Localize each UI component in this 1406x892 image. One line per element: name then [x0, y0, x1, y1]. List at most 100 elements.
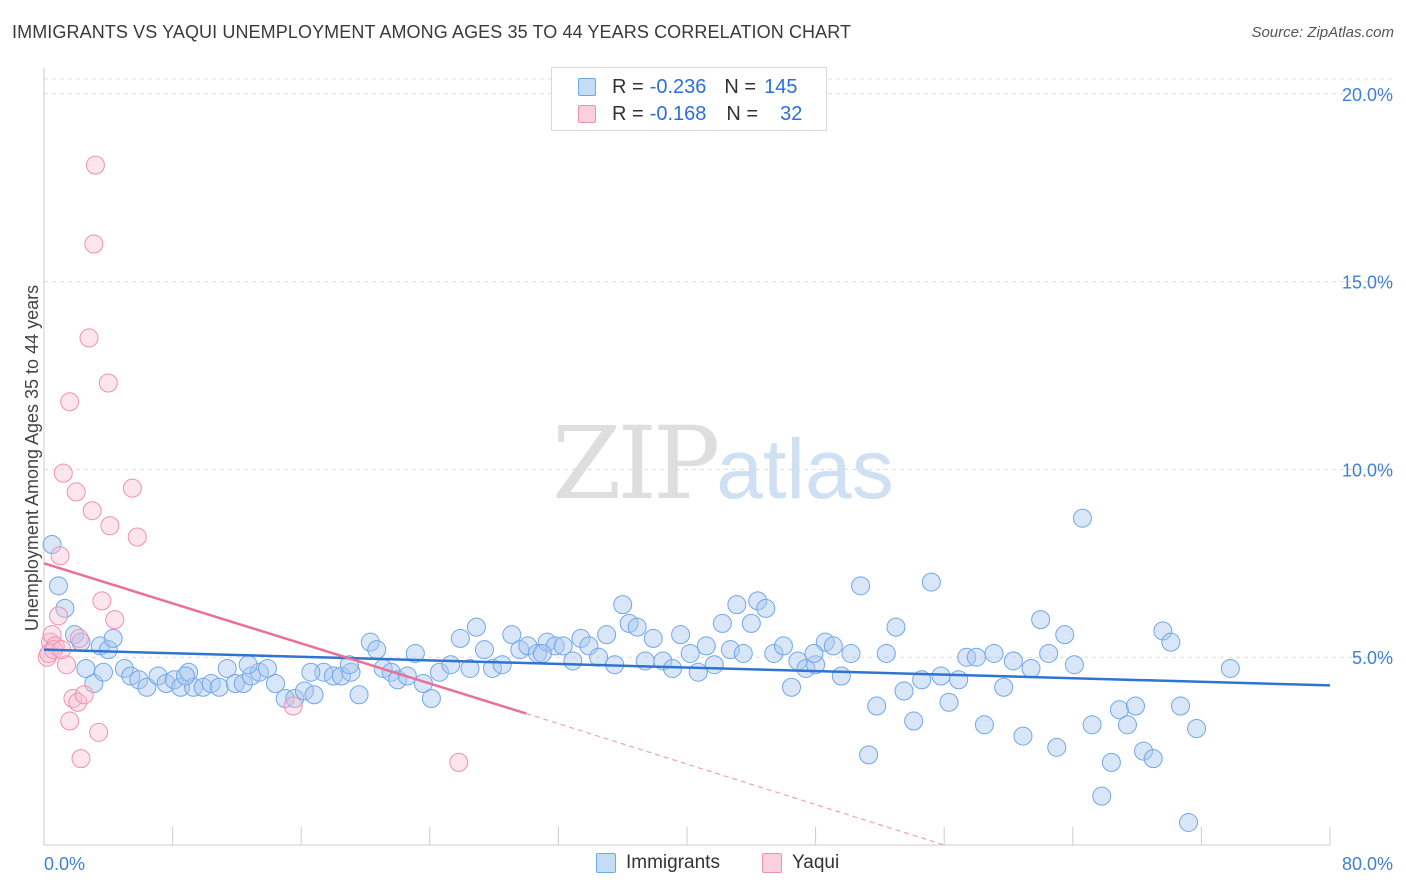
immigrants-point — [450, 628, 470, 648]
chart-title: IMMIGRANTS VS YAQUI UNEMPLOYMENT AMONG A… — [12, 22, 852, 42]
immigrants-point — [571, 628, 591, 648]
immigrants-point — [137, 677, 157, 697]
source-label: Source: ZipAtlas.com — [1251, 24, 1394, 41]
yaqui-point — [74, 685, 94, 705]
immigrants-point — [301, 662, 321, 682]
series-legend: Immigrants Yaqui — [0, 852, 1406, 876]
immigrants-point — [688, 662, 708, 682]
r-value: -0.236 — [649, 75, 707, 98]
immigrants-point — [653, 651, 673, 671]
immigrants-point — [466, 617, 486, 637]
immigrants-point — [727, 595, 747, 615]
immigrants-point — [217, 658, 237, 678]
immigrants-point — [921, 572, 941, 592]
yaqui-swatch — [578, 105, 596, 123]
immigrants-point — [114, 658, 134, 678]
immigrants-point — [1109, 700, 1129, 720]
immigrants-point — [175, 666, 195, 686]
immigrants-point — [405, 643, 425, 663]
immigrants-point — [492, 655, 512, 675]
watermark-zip: ZIP — [552, 405, 720, 522]
yaqui-point — [68, 692, 88, 712]
immigrants-point — [957, 647, 977, 667]
immigrants-point — [613, 595, 633, 615]
x-tick-label: 80.0% — [1342, 854, 1393, 874]
yaqui-point — [57, 655, 77, 675]
yaqui-point — [53, 463, 73, 483]
legend-item-immigrants: Immigrants — [596, 852, 720, 874]
immigrants-point — [441, 655, 461, 675]
immigrants-point — [704, 655, 724, 675]
yaqui-trendline-extension — [526, 712, 945, 846]
immigrants-point — [1220, 658, 1240, 678]
immigrants-point — [597, 625, 617, 645]
immigrants-point — [627, 617, 647, 637]
yaqui-point — [48, 606, 68, 626]
immigrants-point — [421, 689, 441, 709]
immigrants-point — [429, 662, 449, 682]
immigrants-point — [851, 576, 871, 596]
immigrants-point — [1161, 632, 1181, 652]
immigrants-point — [1179, 812, 1199, 832]
immigrants-point — [831, 666, 851, 686]
immigrants-point — [841, 643, 861, 663]
immigrants-point — [733, 643, 753, 663]
immigrants-point — [460, 658, 480, 678]
yaqui-point — [449, 752, 469, 772]
immigrants-point — [482, 658, 502, 678]
immigrants-point — [553, 636, 573, 656]
immigrants-point — [1134, 741, 1154, 761]
r-label: R = — [612, 75, 644, 98]
immigrants-point — [257, 658, 277, 678]
immigrants-point — [984, 643, 1004, 663]
legend-label-yaqui: Yaqui — [792, 852, 840, 873]
immigrants-point — [696, 636, 716, 656]
stats-legend: R = -0.236 N = 145 R = -0.168 N = 32 — [551, 67, 827, 131]
immigrants-point — [129, 670, 149, 690]
series-yaqui — [37, 155, 469, 772]
immigrants-point — [939, 692, 959, 712]
yaqui-point — [60, 392, 80, 412]
immigrants-point — [781, 677, 801, 697]
immigrants-point — [773, 636, 793, 656]
immigrants-point — [1101, 752, 1121, 772]
y-tick-label: 5.0% — [1352, 648, 1393, 668]
immigrants-point — [360, 632, 380, 652]
immigrants-point — [994, 677, 1014, 697]
yaqui-point — [84, 234, 104, 254]
immigrants-point — [1125, 696, 1145, 716]
immigrants-point — [680, 643, 700, 663]
immigrants-point — [1187, 719, 1207, 739]
yaqui-point — [85, 155, 105, 175]
immigrants-point — [643, 628, 663, 648]
immigrants-point — [1064, 655, 1084, 675]
immigrants-point — [804, 643, 824, 663]
immigrants-point — [589, 647, 609, 667]
immigrants-point — [304, 685, 324, 705]
yaqui-point — [89, 722, 109, 742]
immigrants-point — [209, 677, 229, 697]
immigrants-point — [98, 640, 118, 660]
immigrants-point — [876, 643, 896, 663]
immigrants-point — [1117, 715, 1137, 735]
watermark: ZIPatlas — [552, 405, 894, 522]
immigrants-point — [532, 643, 552, 663]
immigrants-point — [949, 670, 969, 690]
y-tick-label: 20.0% — [1342, 85, 1393, 105]
r-value: -0.168 — [649, 102, 707, 125]
immigrants-point — [179, 662, 199, 682]
n-value: 145 — [764, 75, 798, 98]
immigrants-point — [748, 591, 768, 611]
immigrants-point — [275, 689, 295, 709]
immigrants-point — [42, 535, 62, 555]
immigrants-point — [579, 636, 599, 656]
immigrants-point — [474, 640, 494, 660]
immigrants-point — [966, 647, 986, 667]
yaqui-point — [66, 482, 86, 502]
immigrants-point — [93, 662, 113, 682]
immigrants-point — [294, 681, 314, 701]
immigrants-point — [265, 673, 285, 693]
immigrants-trendline — [43, 648, 1331, 687]
n-label: N = — [726, 102, 759, 125]
yaqui-point — [82, 501, 102, 521]
